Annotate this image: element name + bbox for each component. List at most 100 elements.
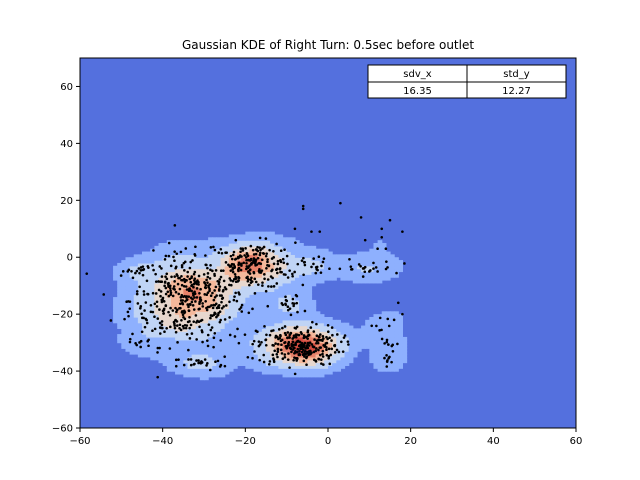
kde-cell xyxy=(390,262,395,267)
kde-cell xyxy=(113,314,118,318)
kde-cell xyxy=(216,254,222,258)
kde-cell xyxy=(212,280,217,284)
kde-cell xyxy=(377,368,383,372)
scatter-point xyxy=(237,269,240,273)
kde-cell xyxy=(257,345,263,349)
kde-cell xyxy=(241,237,246,241)
kde-cell xyxy=(224,354,230,358)
kde-cell xyxy=(220,362,226,366)
kde-cell xyxy=(129,257,135,261)
kde-cell xyxy=(286,265,292,270)
kde-cell xyxy=(241,308,246,312)
kde-cell xyxy=(216,368,222,372)
scatter-point xyxy=(174,330,178,334)
kde-cell xyxy=(261,356,267,361)
scatter-point xyxy=(239,268,243,272)
kde-cell xyxy=(328,368,333,372)
kde-cell xyxy=(257,274,263,278)
kde-cell xyxy=(377,336,383,341)
kde-cell xyxy=(290,356,296,361)
scatter-point xyxy=(169,289,172,292)
kde-cell xyxy=(377,325,383,329)
scatter-point xyxy=(179,250,183,254)
kde-cell xyxy=(274,328,279,332)
kde-cell xyxy=(398,262,403,267)
kde-cell xyxy=(274,248,279,253)
scatter-point xyxy=(349,265,353,268)
kde-cell xyxy=(245,231,251,236)
kde-cell xyxy=(204,328,209,332)
kde-cell xyxy=(348,351,354,355)
scatter-point xyxy=(221,296,225,300)
kde-cell xyxy=(224,274,230,278)
scatter-point xyxy=(141,268,145,272)
scatter-point xyxy=(200,318,204,322)
kde-cell xyxy=(402,345,408,349)
kde-cell xyxy=(187,334,193,338)
kde-cell xyxy=(290,368,296,372)
kde-cell xyxy=(170,354,176,358)
kde-cell xyxy=(340,260,346,264)
kde-cell xyxy=(129,297,135,301)
kde-cell xyxy=(274,314,279,318)
kde-cell xyxy=(245,362,251,366)
kde-cell xyxy=(220,291,226,295)
scatter-point xyxy=(220,251,224,255)
kde-cell xyxy=(212,285,217,290)
kde-cell xyxy=(307,257,313,261)
scatter-point xyxy=(272,262,276,266)
kde-cell xyxy=(129,288,135,292)
y-tick-label: 60 xyxy=(60,82,73,93)
kde-cell xyxy=(154,314,160,318)
kde-cell xyxy=(150,265,155,270)
kde-cell xyxy=(381,325,387,329)
kde-cell xyxy=(228,319,234,324)
kde-cell xyxy=(249,334,255,338)
kde-cell xyxy=(278,282,284,287)
scatter-point xyxy=(314,360,318,363)
kde-cell xyxy=(394,311,399,315)
kde-cell xyxy=(170,257,176,261)
kde-cell xyxy=(299,271,304,275)
kde-cell xyxy=(266,345,271,349)
kde-cell xyxy=(365,339,370,344)
kde-cell xyxy=(274,294,279,298)
scatter-point xyxy=(214,302,218,306)
kde-cell xyxy=(245,234,251,238)
kde-cell xyxy=(286,359,292,364)
kde-cell xyxy=(154,336,160,341)
scatter-point xyxy=(320,362,323,365)
kde-cell xyxy=(385,271,391,275)
kde-cell xyxy=(290,305,296,310)
kde-cell xyxy=(199,240,205,244)
kde-cell xyxy=(311,348,317,352)
kde-cell xyxy=(249,299,255,304)
kde-cell xyxy=(369,265,375,270)
kde-cell xyxy=(390,325,395,329)
scatter-point xyxy=(363,270,367,274)
kde-cell xyxy=(299,373,304,378)
kde-cell xyxy=(237,274,242,278)
scatter-point xyxy=(281,326,284,330)
kde-cell xyxy=(216,297,222,301)
kde-cell xyxy=(179,356,184,361)
kde-cell xyxy=(290,237,296,241)
kde-cell xyxy=(381,268,387,273)
scatter-point xyxy=(188,287,191,290)
kde-cell xyxy=(187,342,193,347)
kde-cell xyxy=(390,354,395,358)
scatter-point xyxy=(187,358,190,361)
kde-cell xyxy=(340,339,346,344)
scatter-point xyxy=(162,312,165,315)
kde-cell xyxy=(311,373,317,378)
kde-cell xyxy=(204,331,209,335)
kde-cell xyxy=(195,262,201,267)
scatter-point xyxy=(184,326,188,330)
kde-cell xyxy=(361,268,366,273)
scatter-point xyxy=(198,291,201,295)
kde-cell xyxy=(195,317,201,321)
scatter-point xyxy=(184,247,188,250)
kde-cell xyxy=(294,308,300,312)
scatter-point xyxy=(159,294,162,298)
kde-cell xyxy=(249,328,255,332)
